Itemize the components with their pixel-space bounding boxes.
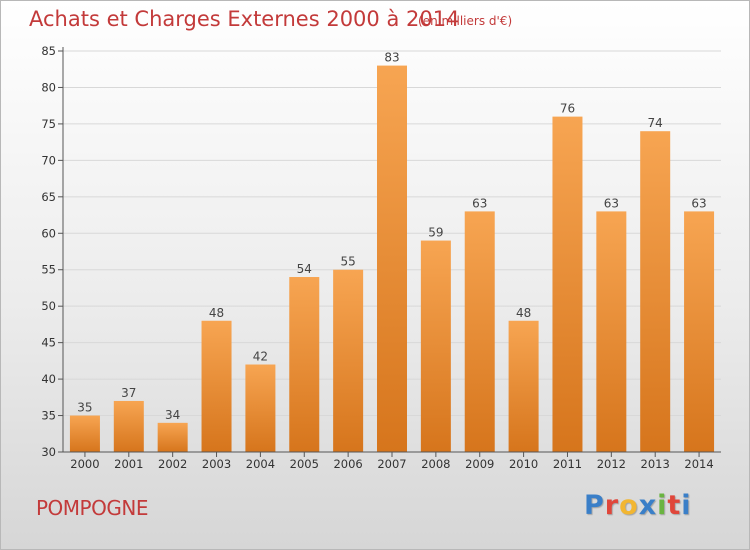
data-label: 59 <box>428 226 443 240</box>
x-tick-label: 2006 <box>333 457 362 471</box>
data-label: 74 <box>648 116 663 130</box>
logo-letter: r <box>604 490 620 521</box>
y-tick-label: 80 <box>41 80 56 94</box>
y-tick-label: 70 <box>41 153 56 167</box>
logo-letter: i <box>657 490 668 521</box>
x-tick-label: 2010 <box>509 457 538 471</box>
data-label: 63 <box>691 196 706 210</box>
bar-2011 <box>552 116 583 453</box>
x-tick-label: 2005 <box>290 457 319 471</box>
data-label: 37 <box>121 386 136 400</box>
data-label: 76 <box>560 102 575 116</box>
bar-2004 <box>245 364 276 452</box>
x-tick-label: 2002 <box>158 457 187 471</box>
data-label: 42 <box>253 350 268 364</box>
y-tick-label: 65 <box>41 190 56 204</box>
labels: 30 35 40 45 50 55 60 65 70 75 80 85 35 2000 37 2001 34 20… <box>41 44 713 471</box>
y-tick-label: 30 <box>41 445 56 459</box>
bars <box>69 65 715 453</box>
x-tick-label: 2011 <box>553 457 582 471</box>
x-tick-label: 2003 <box>202 457 231 471</box>
bar-2014 <box>684 211 715 452</box>
data-label: 48 <box>209 306 224 320</box>
x-tick-label: 2009 <box>465 457 494 471</box>
y-tick-label: 45 <box>41 336 56 350</box>
commune-name: POMPOGNE <box>36 496 148 520</box>
bar-2013 <box>640 131 671 452</box>
logo-letter: i <box>681 490 692 521</box>
y-tick-label: 35 <box>41 409 56 423</box>
bar-2002 <box>157 422 188 452</box>
chart-unit: (en milliers d'€) <box>418 14 513 28</box>
data-label: 48 <box>516 306 531 320</box>
y-tick-label: 75 <box>41 117 56 131</box>
bar-2009 <box>464 211 495 452</box>
bar-2003 <box>201 320 232 452</box>
bar-2012 <box>596 211 627 452</box>
axes <box>58 47 721 457</box>
y-tick-label: 50 <box>41 299 56 313</box>
bar-2006 <box>333 269 364 452</box>
bar-2001 <box>113 400 144 452</box>
data-label: 83 <box>384 51 399 65</box>
data-label: 54 <box>297 262 312 276</box>
logo-letter: x <box>638 490 658 521</box>
y-tick-label: 55 <box>41 263 56 277</box>
y-tick-label: 85 <box>41 44 56 58</box>
data-label: 63 <box>604 196 619 210</box>
data-label: 34 <box>165 408 180 422</box>
x-tick-label: 2014 <box>684 457 713 471</box>
data-label: 63 <box>472 196 487 210</box>
bar-2000 <box>69 415 100 452</box>
x-tick-label: 2013 <box>641 457 670 471</box>
y-tick-label: 60 <box>41 226 56 240</box>
logo-letter: t <box>667 490 682 521</box>
bar-2005 <box>289 277 320 452</box>
logo-letter: o <box>619 490 639 521</box>
bar-2007 <box>377 65 407 452</box>
x-tick-label: 2001 <box>114 457 143 471</box>
y-tick-label: 40 <box>41 372 56 386</box>
bar-2008 <box>420 240 451 452</box>
logo-letter: P <box>584 490 605 521</box>
chart-title: Achats et Charges Externes 2000 à 2014 <box>29 7 460 31</box>
data-label: 55 <box>340 255 355 269</box>
bar-2010 <box>508 320 539 452</box>
proxiti-logo: Proxiti <box>584 490 692 521</box>
x-tick-label: 2007 <box>377 457 406 471</box>
data-label: 35 <box>77 401 92 415</box>
x-tick-label: 2004 <box>246 457 275 471</box>
x-tick-label: 2000 <box>70 457 99 471</box>
x-tick-label: 2012 <box>597 457 626 471</box>
x-tick-label: 2008 <box>421 457 450 471</box>
